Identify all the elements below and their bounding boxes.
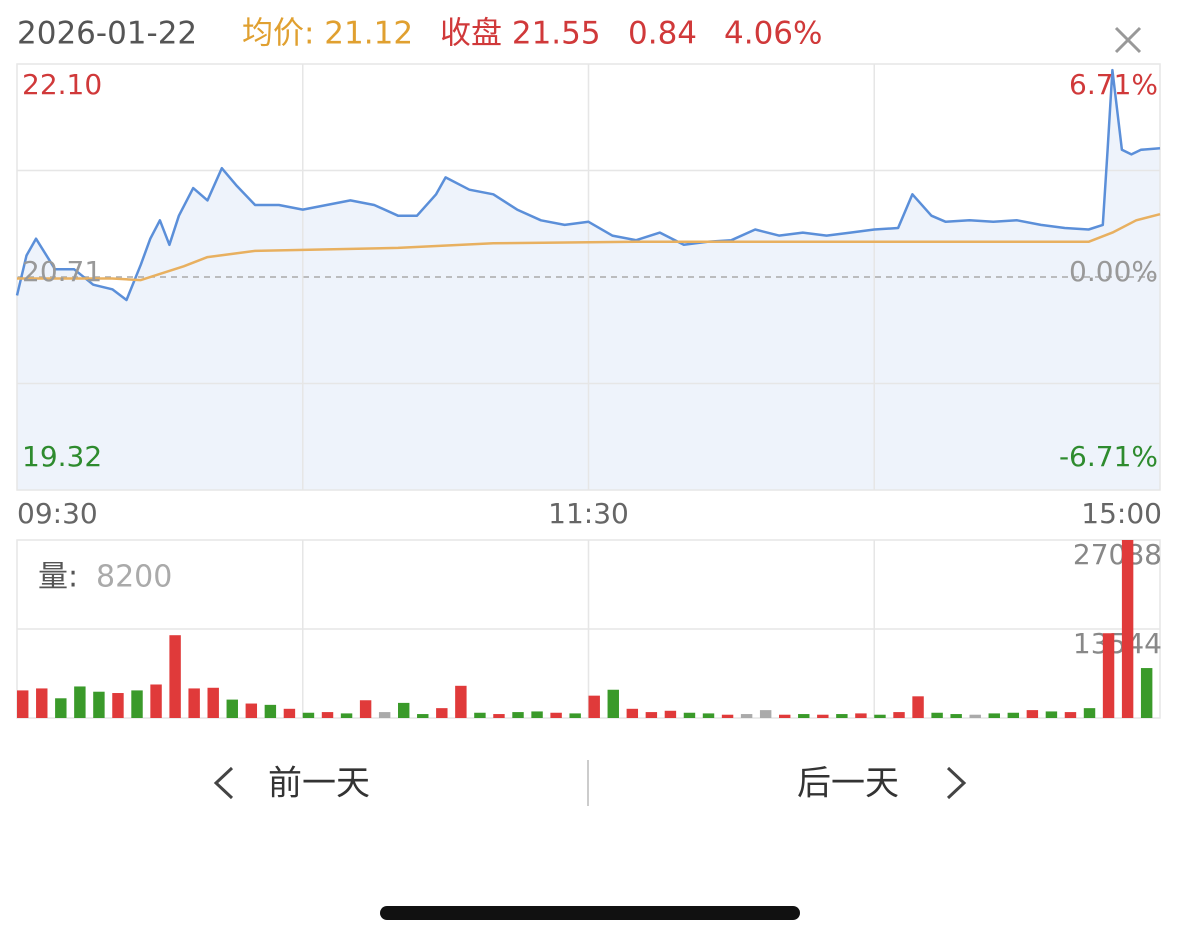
y-tick-label: 22.10 — [22, 68, 102, 101]
volume-bar — [683, 712, 696, 718]
volume-bar — [798, 714, 810, 718]
volume-bar — [1102, 633, 1115, 718]
volume-bar — [455, 685, 467, 718]
volume-bar — [893, 712, 905, 718]
y-tick-label: 19.32 — [22, 440, 102, 473]
volume-bar — [645, 712, 658, 718]
home-indicator — [380, 906, 800, 920]
avg-price: 均价: 21.12 — [242, 16, 413, 52]
y-tick-label: 13544 — [1073, 627, 1162, 660]
close-price: 收盘 21.55 — [440, 16, 601, 52]
volume-bar — [1083, 708, 1096, 718]
volume-bar — [740, 714, 753, 718]
volume-bar — [17, 690, 29, 718]
volume-bar — [493, 714, 505, 718]
volume-bar — [55, 698, 67, 718]
price-line — [15, 68, 1161, 302]
volume-bar — [474, 712, 486, 718]
volume-bar — [550, 712, 562, 718]
volume-bar — [1045, 711, 1058, 718]
volume-bar — [1026, 710, 1039, 718]
volume-bar — [245, 703, 258, 718]
volume-bar — [112, 693, 124, 718]
close-button[interactable] — [1114, 26, 1142, 54]
volume-bar — [836, 714, 848, 718]
y2-tick-label: -6.71% — [1059, 440, 1158, 473]
volume-bar — [302, 712, 315, 718]
volume-bar — [321, 712, 334, 718]
volume-bar — [779, 714, 791, 718]
avg-line — [17, 212, 1161, 282]
x-tick-label: 15:00 — [1081, 497, 1162, 530]
change: 0.84 — [628, 16, 697, 52]
volume-bar — [131, 690, 143, 718]
volume-bar — [874, 714, 886, 718]
y-tick-label: 20.71 — [22, 255, 102, 288]
x-tick-label: 11:30 — [548, 497, 629, 530]
volume-bar — [417, 714, 429, 718]
volume-value: 8200 — [96, 560, 172, 595]
next-day-button[interactable]: 后一天 — [797, 764, 967, 804]
prev-day-button[interactable]: 前一天 — [213, 764, 370, 804]
volume-bar — [988, 713, 1000, 718]
volume-bar — [969, 714, 981, 718]
volume-bar — [340, 713, 353, 718]
volume-bar — [264, 704, 277, 718]
price-chart: 22.10 20.71 19.32 6.71% 0.00% -6.71% 09:30 11:3… — [15, 63, 1162, 530]
volume-bar — [1121, 540, 1134, 718]
volume-label: 量: — [38, 560, 78, 595]
chevron-left — [213, 766, 234, 800]
volume-bar — [759, 710, 772, 718]
volume-bar — [912, 696, 924, 718]
y2-tick-label: 0.00% — [1069, 255, 1158, 288]
volume-bar — [950, 714, 962, 718]
volume-bar — [721, 714, 734, 718]
volume-bar — [1140, 668, 1153, 718]
prev-day-label: 前一天 — [268, 764, 370, 804]
volume-bar — [855, 713, 867, 718]
volume-bar — [569, 713, 581, 718]
volume-chart: 13544 27088 量: 8200 — [16, 538, 1162, 719]
next-day-label: 后一天 — [797, 764, 899, 804]
volume-bar — [378, 712, 391, 718]
volume-bar — [664, 710, 677, 718]
volume-bar — [607, 689, 619, 718]
volume-bar — [531, 711, 543, 718]
volume-bar — [702, 713, 715, 718]
y2-tick-label: 6.71% — [1069, 68, 1158, 101]
volume-bar — [626, 708, 639, 718]
volume-bar — [207, 687, 219, 718]
volume-bar — [512, 712, 524, 718]
y-tick-label: 27088 — [1073, 538, 1162, 571]
volume-bar — [36, 688, 48, 718]
volume-bar — [1064, 712, 1077, 718]
x-tick-label: 09:30 — [17, 497, 98, 530]
volume-bar — [1007, 712, 1020, 718]
volume-bar — [398, 702, 410, 718]
volume-bar — [931, 712, 943, 718]
volume-bar — [283, 708, 296, 718]
volume-bar — [359, 700, 372, 718]
volume-bar — [74, 686, 86, 718]
volume-bar — [169, 635, 181, 718]
volume-bar — [817, 714, 829, 718]
close-icon — [1114, 26, 1142, 54]
volume-bar — [588, 695, 600, 718]
volume-bar — [226, 699, 238, 718]
volume-bar — [150, 684, 162, 718]
volume-bar — [188, 688, 200, 718]
volume-bar — [436, 708, 448, 718]
date: 2026-01-22 — [17, 16, 197, 52]
plot-frame — [16, 63, 1161, 491]
chevron-right — [946, 766, 967, 800]
volume-bar — [93, 691, 105, 718]
change-pct: 4.06% — [724, 16, 822, 52]
